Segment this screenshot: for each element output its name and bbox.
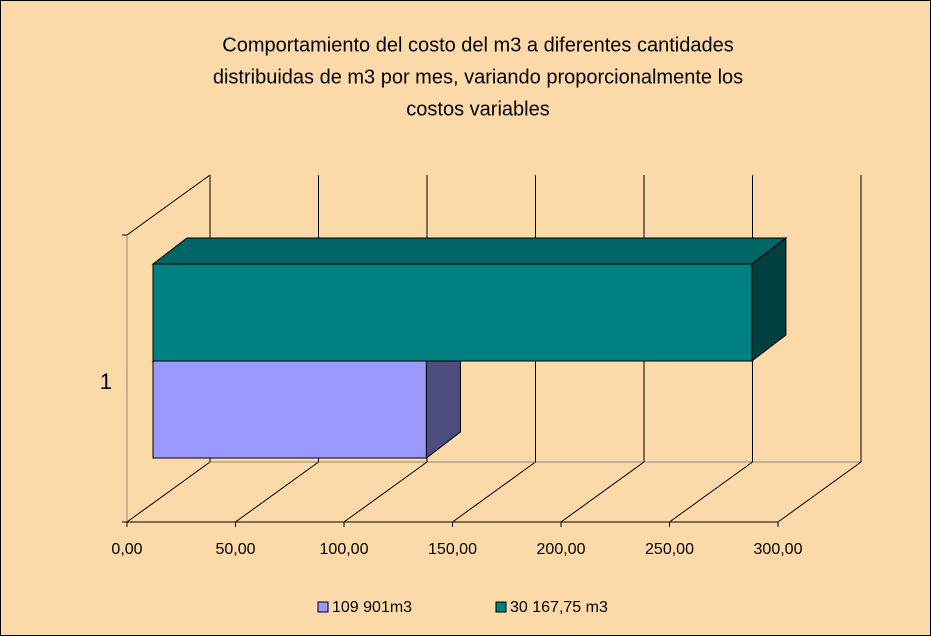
floor-grid-line — [777, 461, 862, 523]
y-tick-label: 1 — [100, 369, 112, 394]
x-tick-label: 150,00 — [428, 541, 477, 558]
floor-grid-line — [452, 461, 536, 523]
floor-grid-line — [343, 461, 428, 523]
x-tick-label: 250,00 — [645, 541, 694, 558]
legend-swatch — [495, 601, 507, 613]
x-tick-label: 200,00 — [537, 541, 586, 558]
bar-front — [152, 263, 753, 362]
x-tick-label: 0,00 — [111, 541, 142, 558]
x-tick-label: 300,00 — [754, 541, 803, 558]
wall-edge — [126, 174, 211, 236]
bar — [151, 236, 788, 363]
bar-top — [151, 237, 788, 265]
legend-label: 30 167,75 m3 — [510, 599, 608, 616]
floor-grid-line — [669, 461, 753, 523]
chart-title: distribuidas de m3 por mes, variando pro… — [213, 66, 743, 88]
x-tick-label: 50,00 — [215, 541, 255, 558]
legend-swatch — [317, 601, 329, 613]
x-tick-label: 100,00 — [320, 541, 369, 558]
chart-title: Comportamiento del costo del m3 a difere… — [222, 34, 733, 56]
bar-side — [751, 236, 787, 363]
bar-front — [152, 360, 427, 459]
chart-title: costos variables — [406, 98, 549, 120]
floor-grid-line — [235, 461, 319, 523]
floor-grid-line — [560, 461, 645, 523]
legend-label: 109 901m3 — [332, 599, 412, 616]
floor-grid-line — [126, 461, 211, 523]
